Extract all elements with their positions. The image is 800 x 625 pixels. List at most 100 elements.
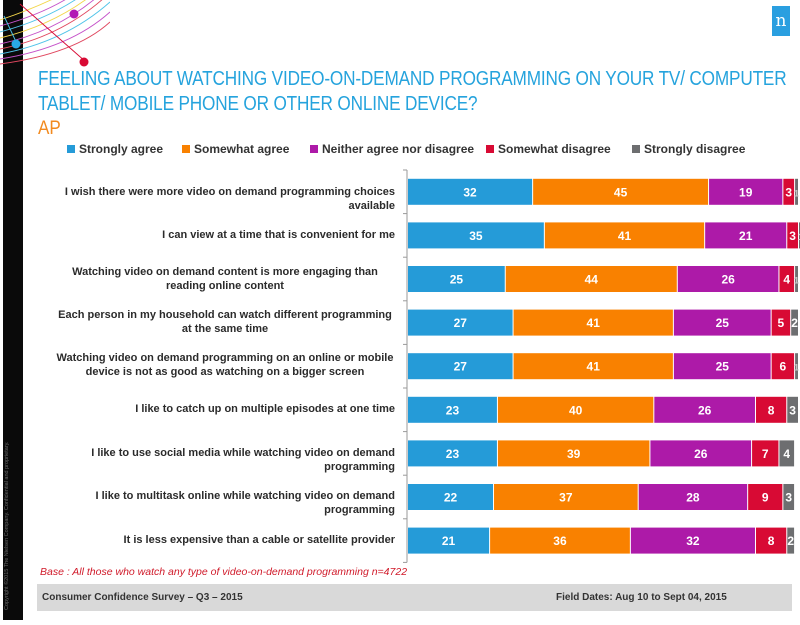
bar-segment <box>544 222 705 249</box>
bar-data-label: 6 <box>780 360 787 374</box>
category-label: I wish there were more video on demand p… <box>64 186 395 212</box>
category-label: Each person in my household can watch di… <box>58 309 392 335</box>
legend-label: Somewhat agree <box>194 142 290 156</box>
legend-item-somewhat-agree: Somewhat agree <box>182 142 289 156</box>
bar-data-label: 3 <box>789 403 796 417</box>
bar-segment <box>752 440 779 467</box>
bar-segment <box>513 353 673 380</box>
legend-label: Strongly agree <box>79 142 164 156</box>
bar-data-label: 8 <box>768 534 775 548</box>
bar-data-label: 1 <box>794 363 799 373</box>
bar-segment <box>795 266 798 292</box>
nielsen-logo: n <box>772 6 790 36</box>
bar-data-label: 4 <box>783 273 790 287</box>
bar-segment <box>408 527 490 554</box>
legend-swatch <box>632 145 640 153</box>
legend-label: Neither agree nor disagree <box>322 142 475 156</box>
bar-segment <box>787 527 795 554</box>
bar-data-label: 3 <box>785 185 792 199</box>
page-title: FEELING ABOUT WATCHING VIDEO-ON-DEMAND P… <box>38 67 787 117</box>
bar-data-label: 40 <box>569 403 583 417</box>
legend-item-neither: Neither agree nor disagree <box>310 142 474 156</box>
bar-segment <box>755 396 787 423</box>
bar-data-label: 37 <box>559 491 573 505</box>
bar-data-label: 23 <box>446 403 460 417</box>
bar-segment <box>513 309 673 336</box>
bar-segment <box>779 266 795 292</box>
bar-data-label: 22 <box>444 491 458 505</box>
bar-data-label: 25 <box>450 273 464 287</box>
bar-segment <box>490 527 630 554</box>
bar-data-label: 1 <box>798 232 800 242</box>
bar-data-label: 41 <box>587 360 601 374</box>
bar-data-label: 36 <box>553 534 567 548</box>
bar-data-label: 27 <box>454 360 468 374</box>
bar-data-label: 26 <box>698 403 712 417</box>
bar-data-label: 21 <box>442 534 456 548</box>
legend-swatch <box>182 145 190 153</box>
bar-segment <box>630 527 755 554</box>
category-label: Watching video on demand content is more… <box>72 266 378 292</box>
bar-segment <box>497 396 654 423</box>
bar-segment <box>787 396 798 423</box>
bar-data-label: 8 <box>768 403 775 417</box>
survey-name: Consumer Confidence Survey – Q3 – 2015 <box>42 592 243 603</box>
footer-band: Consumer Confidence Survey – Q3 – 2015 F… <box>37 584 792 611</box>
bar-data-label: 5 <box>778 316 785 330</box>
bar-data-label: 44 <box>585 273 599 287</box>
bar-segment <box>408 353 513 380</box>
base-note: Base : All those who watch any type of v… <box>40 566 408 578</box>
bar-data-label: 9 <box>762 491 769 505</box>
bar-data-label: 7 <box>762 447 769 461</box>
category-label: It is less expensive than a cable or sat… <box>123 534 395 546</box>
legend-swatch <box>67 145 75 153</box>
bar-data-label: 45 <box>614 185 628 199</box>
bar-data-label: 2 <box>787 534 794 548</box>
bar-data-label: 23 <box>446 447 460 461</box>
bar-segment <box>771 353 795 380</box>
legend-label: Somewhat disagree <box>498 142 611 156</box>
bar-data-label: 41 <box>587 316 601 330</box>
bar-data-label: 26 <box>721 273 735 287</box>
region-label: AP <box>38 118 61 139</box>
bar-segment <box>748 484 783 510</box>
bar-data-label: 4 <box>783 447 790 461</box>
bar-segment <box>408 178 533 205</box>
bar-segment <box>673 353 771 380</box>
bar-data-label: 27 <box>454 316 468 330</box>
title-line-1: FEELING ABOUT WATCHING VIDEO-ON-DEMAND P… <box>38 68 787 90</box>
bar-segment <box>779 440 795 467</box>
bar-data-label: 21 <box>739 229 753 243</box>
bar-segment <box>505 266 677 292</box>
chart-legend: Strongly agree Somewhat agree Neither ag… <box>0 142 800 158</box>
bar-segment <box>783 178 795 205</box>
deco-dot-blue <box>11 39 21 49</box>
category-label: I like to catch up on multiple episodes … <box>135 403 395 415</box>
legend-item-strongly-disagree: Strongly disagree <box>632 142 745 156</box>
legend-swatch <box>310 145 318 153</box>
bar-data-label: 3 <box>785 491 792 505</box>
bar-data-label: 41 <box>618 229 632 243</box>
bar-segment <box>408 222 544 249</box>
category-label: I like to use social media while watchin… <box>91 447 395 473</box>
bar-data-label: 1 <box>794 188 799 198</box>
bar-segment <box>787 222 798 249</box>
bar-segment <box>771 309 791 336</box>
bar-data-label: 28 <box>686 491 700 505</box>
bar-segment <box>497 440 650 467</box>
decorative-arcs-graphic <box>0 0 110 67</box>
bar-segment <box>654 396 755 423</box>
bar-data-label: 25 <box>716 316 730 330</box>
deco-dot-red <box>79 57 89 67</box>
bar-segment <box>755 527 787 554</box>
bar-segment <box>533 178 709 205</box>
bar-data-label: 3 <box>789 229 796 243</box>
legend-swatch <box>486 145 494 153</box>
legend-item-strongly-agree: Strongly agree <box>67 142 163 156</box>
bar-segment <box>705 222 787 249</box>
bar-data-label: 32 <box>463 185 477 199</box>
category-label: Watching video on demand programming on … <box>56 352 394 378</box>
bar-data-label: 25 <box>716 360 730 374</box>
bar-segment <box>408 484 494 510</box>
